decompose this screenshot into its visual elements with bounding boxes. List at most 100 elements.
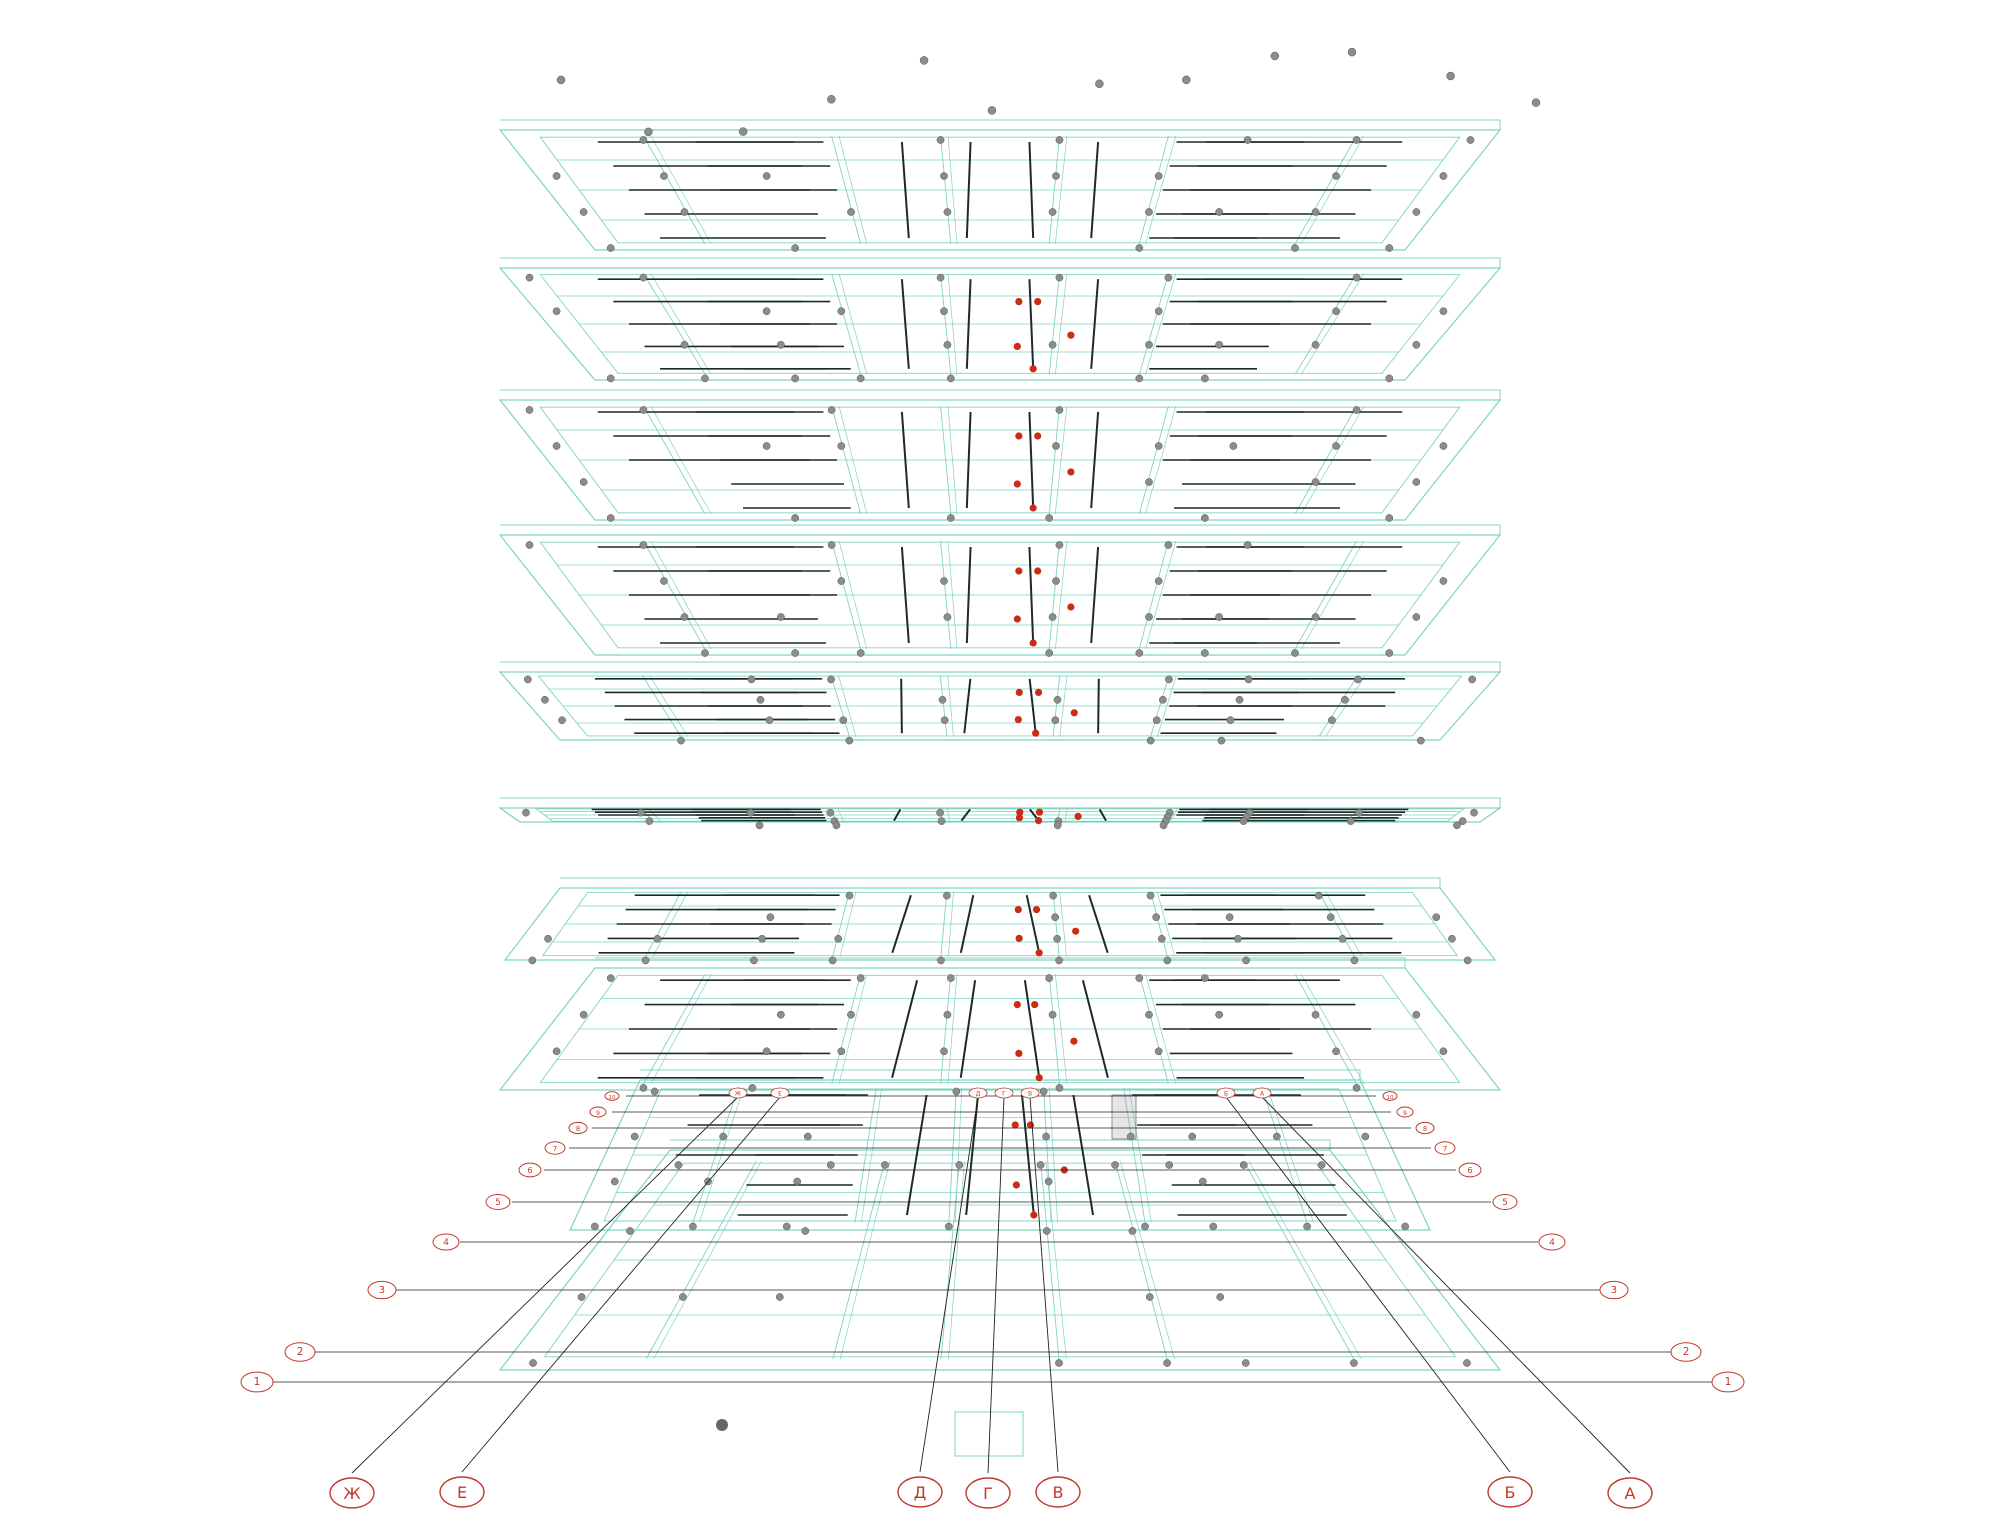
core-beam [1090,279,1100,369]
column-node [1042,1132,1050,1141]
red-node [1013,342,1021,350]
beams-floor-8 [597,979,1372,1079]
column-node [943,613,952,621]
axis-label-letter: В [1053,1483,1064,1502]
axis-label-left: 8 [576,1125,580,1133]
column-node [1341,695,1349,704]
column-node [606,244,615,252]
nodes-floor-4 [525,541,1448,657]
axis-label-letter-top: А [1260,1091,1265,1098]
core-beam [900,678,903,734]
axis-label-left: 9 [596,1110,600,1117]
core-beam [891,894,912,954]
column-node [1311,208,1320,216]
red-node [1034,298,1042,306]
axis-label-right: 3 [1611,1285,1617,1296]
floor-inset [537,675,1463,737]
column-node [1042,1227,1051,1235]
axis-label-letter-top: В [1028,1091,1032,1098]
column-node [1053,821,1062,830]
core-beam [1023,980,1041,1078]
axis-leader-1 [461,1096,781,1473]
column-node [1164,541,1173,549]
column-node [579,478,588,486]
column-node [701,374,709,383]
column-node [1154,577,1163,585]
column-node [1146,736,1155,745]
red-node [1030,1211,1038,1219]
axis-bubble-right [1434,1141,1456,1155]
column-node [606,374,615,383]
core-beam [900,279,910,369]
column-node [1048,208,1057,216]
column-node [552,442,561,450]
column-node [1135,374,1144,383]
column-node [1412,208,1421,216]
axis-bubble-letter-top [770,1087,790,1099]
column-node [1291,244,1299,252]
column-node [680,613,689,621]
column-node [940,716,949,725]
axis-bubble-left [284,1342,316,1362]
red-node [1015,298,1023,306]
column-node [1412,478,1421,486]
column-node [1052,577,1060,585]
axis-bubble-letter-top [1216,1087,1236,1099]
column-node [1045,514,1054,522]
column-node [1332,307,1340,316]
column-node [1188,1132,1197,1141]
column-node [755,821,764,830]
red-node [1034,567,1042,575]
axis-bubble-letter-top [994,1087,1014,1099]
red-node [1015,567,1023,575]
column-node [639,541,648,549]
column-node [837,307,846,316]
axis-label-right: 7 [1443,1144,1448,1153]
column-node [782,1222,791,1231]
column-node [1145,208,1153,216]
column-node [645,817,654,825]
column-node [579,208,588,216]
column-node [1243,136,1252,144]
column-node [1317,1161,1326,1169]
column-node [756,695,765,704]
red-node [1026,1121,1035,1129]
column-node [1154,1047,1163,1056]
column-node [579,1010,588,1019]
column-node [1241,1359,1250,1367]
column-node [1215,1010,1223,1019]
column-node [750,956,758,965]
beams-floor-1 [597,141,1403,239]
column-node [1055,406,1064,414]
column-node [1311,613,1320,621]
slab-edge [500,257,1501,269]
column-node [1412,613,1421,621]
column-node [1243,541,1252,549]
axis-bubble-right [1670,1342,1702,1362]
grid-axes: 1 1 2 2 3 3 4 4 5 5 6 6 7 7 8 8 9 9 10 10 Ж Ж Е Е Д Д Г Г В В Б Б А А [240,1087,1745,1509]
column-node [1053,695,1062,704]
core-beam [900,546,910,644]
column-node [943,1010,952,1019]
column-node [677,736,685,745]
red-node [1015,1049,1023,1057]
red-node [1067,603,1075,611]
column-node [946,514,955,522]
axis-bubble-letter [1035,1476,1081,1508]
column-node-top [1531,98,1541,107]
column-node [1164,273,1173,282]
column-node [701,649,709,657]
column-node-top [987,106,997,115]
column-node [1217,736,1226,745]
core-beam [893,808,902,822]
column-node [1352,136,1361,144]
column-node [827,406,836,414]
core-beam [1090,546,1100,644]
column-node [826,1161,835,1169]
column-node [834,934,843,943]
axis-bubble-left [518,1162,542,1178]
floor-inset [534,808,1466,822]
column-node [881,1161,889,1169]
column-node [1055,956,1063,965]
